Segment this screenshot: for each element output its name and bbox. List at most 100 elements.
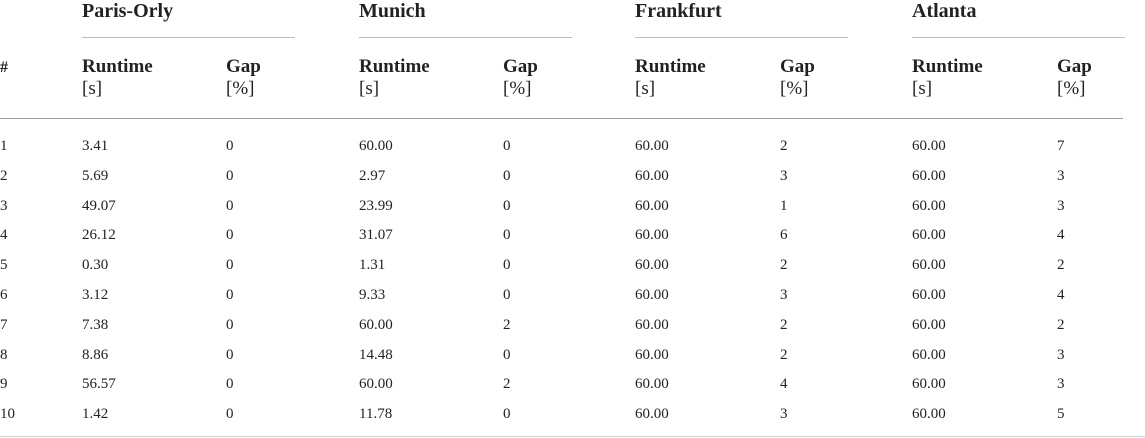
runtime-atlanta-cell: 60.00	[912, 227, 946, 244]
gap-paris-orly-cell: 0	[226, 167, 234, 184]
group-header-frankfurt: Frankfurt	[635, 0, 722, 22]
gap-atlanta-cell: 7	[1057, 138, 1065, 154]
gap-label: Gap	[780, 56, 815, 77]
gap-unit: [%]	[780, 78, 809, 99]
gap-atlanta-cell: 4	[1057, 287, 1065, 303]
gap-munich-cell: 0	[503, 346, 511, 363]
gap-paris-orly-cell: 0	[226, 346, 234, 363]
table-row: 4 26.12 0 31.07 0 60.00 6 60.00 4	[0, 226, 1140, 256]
runtime-paris-orly-cell: 0.30	[82, 257, 109, 274]
table-row: 6 3.12 0 9.33 0 60.00 3 60.00 4	[0, 286, 1140, 316]
gap-paris-orly-cell: 0	[226, 257, 234, 274]
runtime-paris-orly-cell: 26.12	[82, 227, 116, 244]
row-number-cell: 9	[0, 376, 8, 393]
gap-unit: [%]	[1057, 78, 1086, 99]
runtime-label: Runtime	[635, 56, 706, 77]
gap-atlanta-cell: 2	[1057, 316, 1065, 333]
runtime-paris-orly-cell: 8.86	[82, 346, 109, 363]
runtime-munich-cell: 60.00	[359, 138, 393, 154]
gap-munich-cell: 2	[503, 316, 511, 333]
runtime-paris-orly-cell: 1.42	[82, 406, 109, 423]
gap-frankfurt-cell: 1	[780, 197, 788, 214]
runtime-atlanta-cell: 60.00	[912, 138, 946, 154]
runtime-frankfurt-cell: 60.00	[635, 257, 669, 274]
gap-paris-orly-cell: 0	[226, 406, 234, 423]
gap-paris-orly-cell: 0	[226, 197, 234, 214]
gap-munich-cell: 0	[503, 167, 511, 184]
gap-munich-cell: 0	[503, 287, 511, 303]
gap-munich-cell: 2	[503, 376, 511, 393]
runtime-munich-cell: 2.97	[359, 167, 386, 184]
gap-label: Gap	[503, 56, 538, 77]
runtime-frankfurt-cell: 60.00	[635, 138, 669, 154]
gap-header-frankfurt: Gap [%]	[780, 56, 815, 100]
row-number-cell: 1	[0, 138, 8, 154]
gap-frankfurt-cell: 3	[780, 406, 788, 423]
runtime-header-atlanta: Runtime [s]	[912, 56, 983, 100]
header-rule	[0, 118, 1123, 119]
gap-header-munich: Gap [%]	[503, 56, 538, 100]
runtime-atlanta-cell: 60.00	[912, 257, 946, 274]
row-number-cell: 6	[0, 287, 8, 303]
runtime-atlanta-cell: 60.00	[912, 406, 946, 423]
runtime-munich-cell: 11.78	[359, 406, 393, 423]
table-row: 7 7.38 0 60.00 2 60.00 2 60.00 2	[0, 316, 1140, 346]
group-header-paris-orly: Paris-Orly	[82, 0, 174, 22]
gap-frankfurt-cell: 3	[780, 287, 788, 303]
gap-paris-orly-cell: 0	[226, 316, 234, 333]
runtime-munich-cell: 60.00	[359, 316, 393, 333]
runtime-munich-cell: 14.48	[359, 346, 393, 363]
gap-munich-cell: 0	[503, 138, 511, 154]
table-row: 1 3.41 0 60.00 0 60.00 2 60.00 7	[0, 137, 1140, 167]
runtime-paris-orly-cell: 49.07	[82, 197, 116, 214]
runtime-frankfurt-cell: 60.00	[635, 167, 669, 184]
gap-frankfurt-cell: 3	[780, 167, 788, 184]
runtime-frankfurt-cell: 60.00	[635, 287, 669, 303]
gap-paris-orly-cell: 0	[226, 138, 234, 154]
gap-munich-cell: 0	[503, 227, 511, 244]
gap-frankfurt-cell: 2	[780, 138, 788, 154]
runtime-unit: [s]	[359, 78, 380, 99]
row-number-cell: 8	[0, 346, 8, 363]
gap-munich-cell: 0	[503, 197, 511, 214]
row-number-cell: 7	[0, 316, 8, 333]
gap-atlanta-cell: 3	[1057, 346, 1065, 363]
group-rule-paris-orly	[82, 37, 295, 38]
row-number-cell: 10	[0, 406, 15, 423]
row-number-cell: 4	[0, 227, 8, 244]
gap-header-paris-orly: Gap [%]	[226, 56, 261, 100]
row-number-cell: 5	[0, 257, 8, 274]
group-header-atlanta: Atlanta	[912, 0, 977, 22]
runtime-paris-orly-cell: 3.12	[82, 287, 109, 303]
runtime-unit: [s]	[635, 78, 656, 99]
runtime-atlanta-cell: 60.00	[912, 346, 946, 363]
runtime-atlanta-cell: 60.00	[912, 197, 946, 214]
runtime-atlanta-cell: 60.00	[912, 167, 946, 184]
runtime-munich-cell: 60.00	[359, 376, 393, 393]
runtime-frankfurt-cell: 60.00	[635, 316, 669, 333]
gap-unit: [%]	[226, 78, 255, 99]
gap-atlanta-cell: 2	[1057, 257, 1065, 274]
table-row: 5 0.30 0 1.31 0 60.00 2 60.00 2	[0, 256, 1140, 286]
gap-atlanta-cell: 3	[1057, 167, 1065, 184]
runtime-atlanta-cell: 60.00	[912, 376, 946, 393]
runtime-unit: [s]	[912, 78, 933, 99]
runtime-label: Runtime	[359, 56, 430, 77]
runtime-label: Runtime	[912, 56, 983, 77]
gap-label: Gap	[226, 56, 261, 77]
gap-header-atlanta: Gap [%]	[1057, 56, 1092, 100]
table-row: 3 49.07 0 23.99 0 60.00 1 60.00 3	[0, 197, 1140, 227]
runtime-frankfurt-cell: 60.00	[635, 346, 669, 363]
table-row: 10 1.42 0 11.78 0 60.00 3 60.00 5	[0, 405, 1140, 435]
runtime-munich-cell: 1.31	[359, 257, 386, 274]
gap-atlanta-cell: 3	[1057, 197, 1065, 214]
gap-paris-orly-cell: 0	[226, 287, 234, 303]
row-number-cell: 3	[0, 197, 8, 214]
runtime-paris-orly-cell: 7.38	[82, 316, 109, 333]
runtime-label: Runtime	[82, 56, 153, 77]
runtime-munich-cell: 23.99	[359, 197, 393, 214]
gap-unit: [%]	[503, 78, 532, 99]
runtime-paris-orly-cell: 5.69	[82, 167, 109, 184]
group-rule-frankfurt	[635, 37, 848, 38]
runtime-munich-cell: 31.07	[359, 227, 393, 244]
